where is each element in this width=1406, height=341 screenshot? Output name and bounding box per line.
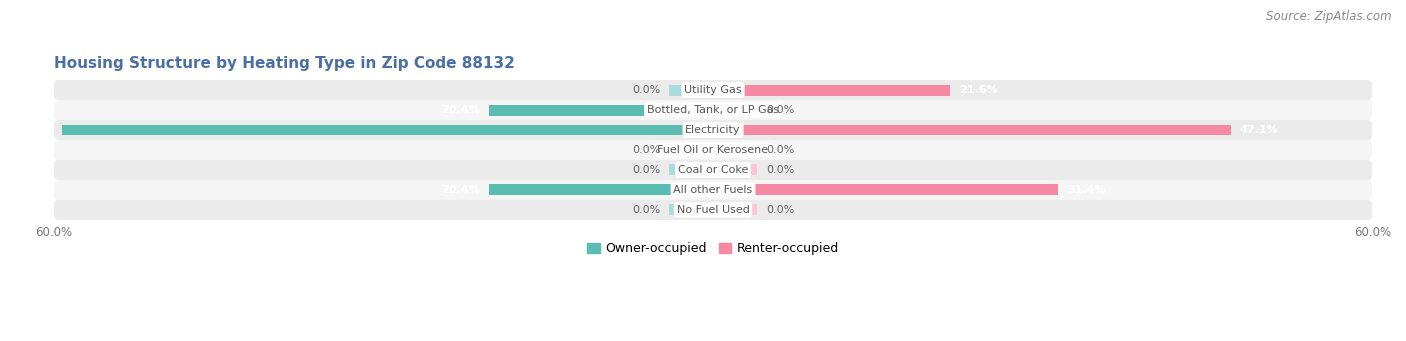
Text: No Fuel Used: No Fuel Used xyxy=(676,205,749,215)
Bar xyxy=(62,124,713,135)
Text: 0.0%: 0.0% xyxy=(633,165,661,175)
Bar xyxy=(669,145,713,155)
Text: Fuel Oil or Kerosene: Fuel Oil or Kerosene xyxy=(658,145,769,155)
Text: 0.0%: 0.0% xyxy=(766,165,794,175)
Bar xyxy=(713,184,1059,195)
Text: Housing Structure by Heating Type in Zip Code 88132: Housing Structure by Heating Type in Zip… xyxy=(53,56,515,71)
FancyBboxPatch shape xyxy=(53,140,1372,160)
Text: 59.2%: 59.2% xyxy=(15,125,53,135)
Bar xyxy=(713,164,756,176)
FancyBboxPatch shape xyxy=(53,120,1372,140)
Bar xyxy=(713,145,756,155)
FancyBboxPatch shape xyxy=(53,80,1372,100)
FancyBboxPatch shape xyxy=(53,180,1372,200)
Bar xyxy=(713,205,756,216)
Bar xyxy=(669,205,713,216)
Bar xyxy=(713,104,756,116)
Text: All other Fuels: All other Fuels xyxy=(673,185,752,195)
Text: 0.0%: 0.0% xyxy=(633,85,661,95)
Text: 21.6%: 21.6% xyxy=(959,85,998,95)
Text: 0.0%: 0.0% xyxy=(766,205,794,215)
Bar xyxy=(669,85,713,95)
Text: Source: ZipAtlas.com: Source: ZipAtlas.com xyxy=(1267,10,1392,23)
FancyBboxPatch shape xyxy=(53,160,1372,180)
FancyBboxPatch shape xyxy=(53,200,1372,220)
Text: Coal or Coke: Coal or Coke xyxy=(678,165,748,175)
Text: 20.4%: 20.4% xyxy=(441,105,479,115)
Bar xyxy=(489,184,713,195)
Text: 0.0%: 0.0% xyxy=(633,205,661,215)
Text: Utility Gas: Utility Gas xyxy=(685,85,742,95)
Legend: Owner-occupied, Renter-occupied: Owner-occupied, Renter-occupied xyxy=(582,237,844,260)
Text: Electricity: Electricity xyxy=(685,125,741,135)
Text: 31.4%: 31.4% xyxy=(1067,185,1105,195)
Text: 0.0%: 0.0% xyxy=(766,145,794,155)
Text: 0.0%: 0.0% xyxy=(766,105,794,115)
Text: 47.1%: 47.1% xyxy=(1240,125,1278,135)
Text: Bottled, Tank, or LP Gas: Bottled, Tank, or LP Gas xyxy=(647,105,779,115)
Bar xyxy=(713,85,950,95)
Bar xyxy=(713,124,1230,135)
Bar xyxy=(489,104,713,116)
Bar xyxy=(669,164,713,176)
FancyBboxPatch shape xyxy=(53,100,1372,120)
Text: 0.0%: 0.0% xyxy=(633,145,661,155)
Text: 20.4%: 20.4% xyxy=(441,185,479,195)
